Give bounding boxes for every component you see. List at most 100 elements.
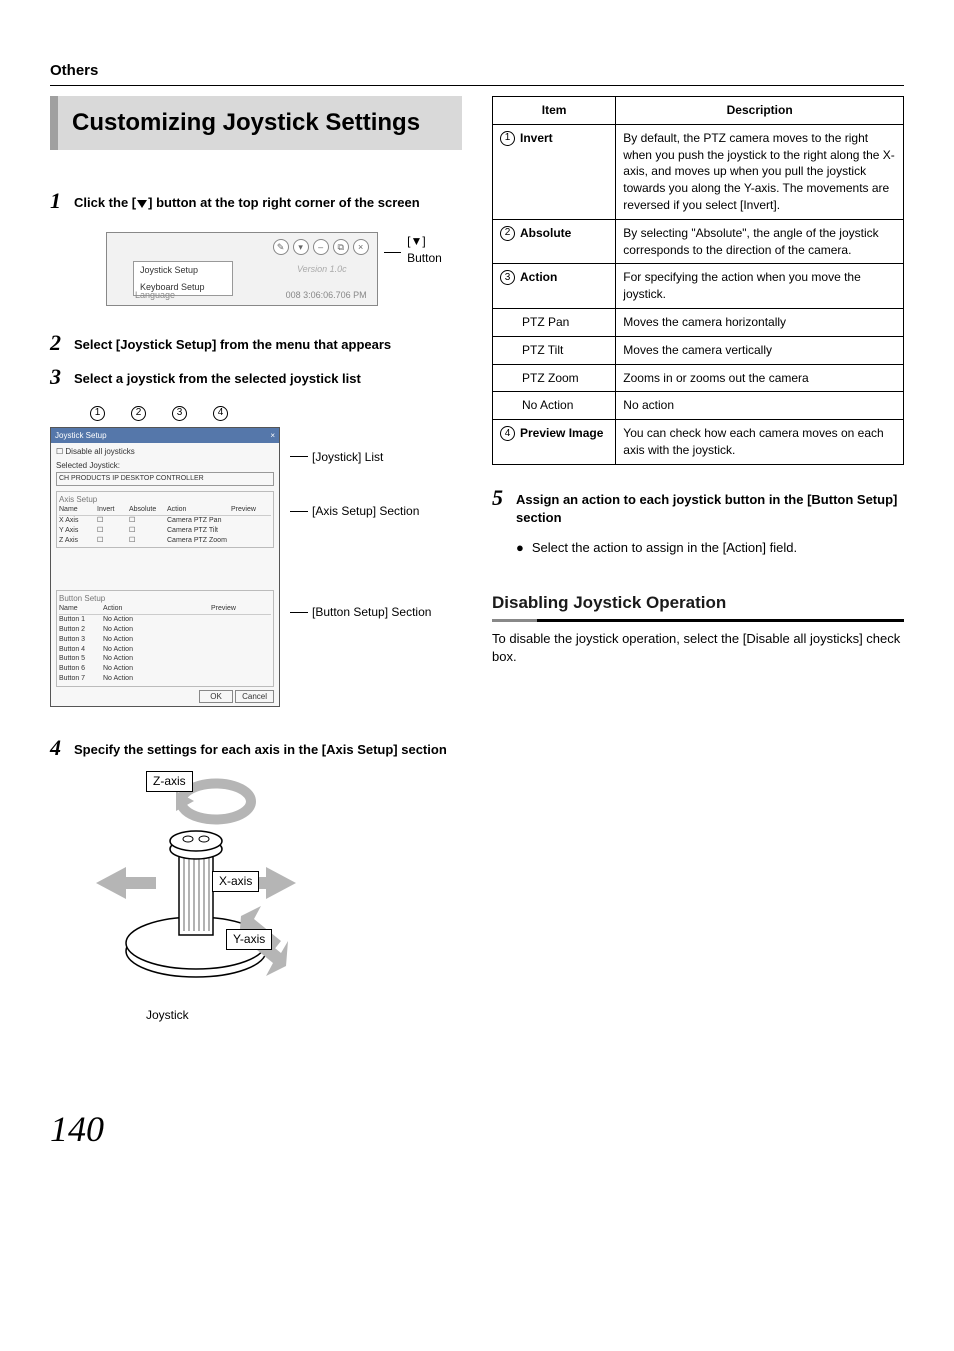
table-header-row: Item Description — [493, 97, 904, 125]
axis-action: Camera PTZ Tilt — [167, 526, 218, 536]
step5-bullet: ● Select the action to assign in the [Ac… — [492, 539, 904, 557]
dialog-screenshot: Joystick Setup × ☐ Disable all joysticks… — [50, 427, 280, 707]
version-label: Version 1.0c — [297, 263, 347, 276]
dialog-row: 1 2 3 4 Joystick Setup × ☐ Disable all j… — [50, 401, 462, 707]
step-text: Select [Joystick Setup] from the menu th… — [74, 332, 391, 354]
screenshot-menu: ✎ ▾ – ⧉ × Joystick Setup Keyboard Setup … — [106, 232, 378, 306]
axis-row: Y Axis — [59, 526, 89, 536]
btn-action: No Action — [103, 615, 133, 625]
dialog-number-markers: 1 2 3 4 — [90, 405, 228, 421]
btn-action: No Action — [103, 645, 133, 655]
item-num: 3 — [500, 270, 515, 285]
sub-item-name: PTZ Pan — [500, 314, 608, 331]
section-header: Others — [50, 60, 904, 86]
pin-icon: ✎ — [273, 239, 289, 255]
axis-action: Camera PTZ Pan — [167, 516, 221, 526]
table-row: 1Invert By default, the PTZ camera moves… — [493, 124, 904, 219]
callout-label: [Joystick] List — [312, 449, 383, 466]
step-5: 5 Assign an action to each joystick butt… — [492, 487, 904, 527]
step-3: 3 Select a joystick from the selected jo… — [50, 366, 462, 388]
joystick-diagram: Z-axis X-axis Y-axis — [86, 771, 346, 1001]
selected-joystick-value: CH PRODUCTS IP DESKTOP CONTROLLER — [56, 472, 274, 486]
btn-row: Button 4 — [59, 645, 95, 655]
y-axis-label: Y-axis — [226, 929, 272, 950]
menu-item: Joystick Setup — [134, 262, 232, 279]
page-title: Customizing Joystick Settings — [50, 96, 462, 150]
heading-rule — [492, 619, 904, 622]
btn-action: No Action — [103, 654, 133, 664]
step1-post: ] button at the top right corner of the … — [148, 195, 420, 210]
bullet-icon: ● — [516, 539, 524, 557]
item-num: 4 — [500, 426, 515, 441]
step-4: 4 Specify the settings for each axis in … — [50, 737, 462, 759]
axis-action: Camera PTZ Zoom — [167, 536, 227, 546]
close-icon: × — [270, 430, 275, 441]
disabling-body: To disable the joystick operation, selec… — [492, 630, 904, 666]
z-axis-label: Z-axis — [146, 771, 193, 792]
item-desc: Moves the camera vertically — [616, 336, 904, 364]
col-header: Absolute — [129, 505, 159, 515]
item-desc: By selecting "Absolute", the angle of th… — [616, 219, 904, 264]
btn-action: No Action — [103, 664, 133, 674]
item-name: Absolute — [520, 225, 571, 242]
btn-action: No Action — [103, 674, 133, 684]
ok-button: OK — [199, 690, 233, 703]
table-row: PTZ Tilt Moves the camera vertically — [493, 336, 904, 364]
dropdown-icon: ▾ — [293, 239, 309, 255]
item-desc: No action — [616, 392, 904, 420]
step-text: Assign an action to each joystick button… — [516, 487, 904, 527]
btn-action: No Action — [103, 625, 133, 635]
page-number: 140 — [50, 1104, 904, 1154]
right-column: Item Description 1Invert By default, the… — [492, 96, 904, 1024]
item-desc: You can check how each camera moves on e… — [616, 420, 904, 465]
header-desc: Description — [616, 97, 904, 125]
step-number: 5 — [492, 487, 508, 509]
cancel-button: Cancel — [235, 690, 274, 703]
table-row: No Action No action — [493, 392, 904, 420]
col-header: Name — [59, 604, 95, 614]
step-2: 2 Select [Joystick Setup] from the menu … — [50, 332, 462, 354]
menu-item: Language — [135, 289, 175, 302]
sub-item-name: No Action — [500, 397, 608, 414]
timestamp: 008 3:06:06.706 PM — [286, 289, 367, 302]
step-text: Click the [] button at the top right cor… — [74, 190, 420, 212]
x-axis-label: X-axis — [212, 871, 259, 892]
col-header: Name — [59, 505, 89, 515]
item-desc: Moves the camera horizontally — [616, 308, 904, 336]
marker-2: 2 — [131, 406, 146, 421]
callout-label: [Button Setup] Section — [312, 604, 431, 621]
col-header: Preview — [211, 604, 236, 614]
axis-row: X Axis — [59, 516, 89, 526]
callout-label: [Axis Setup] Section — [312, 503, 419, 520]
close-icon: × — [353, 239, 369, 255]
col-header: Action — [167, 505, 223, 515]
disabling-heading: Disabling Joystick Operation — [492, 591, 904, 615]
marker-3: 3 — [172, 406, 187, 421]
sub-item-name: PTZ Zoom — [500, 370, 608, 387]
description-table: Item Description 1Invert By default, the… — [492, 96, 904, 465]
down-triangle-icon — [137, 200, 147, 208]
marker-1: 1 — [90, 406, 105, 421]
item-num: 1 — [500, 131, 515, 146]
btn-row: Button 3 — [59, 635, 95, 645]
table-row: PTZ Zoom Zooms in or zooms out the camer… — [493, 364, 904, 392]
item-desc: Zooms in or zooms out the camera — [616, 364, 904, 392]
step-text: Specify the settings for each axis in th… — [74, 737, 447, 759]
btn-row: Button 5 — [59, 654, 95, 664]
axis-row: Z Axis — [59, 536, 89, 546]
table-row: 3Action For specifying the action when y… — [493, 264, 904, 309]
callout-label: [▼] Button — [407, 233, 462, 267]
item-name: Action — [520, 269, 557, 286]
selected-joystick-label: Selected Joystick: — [56, 460, 274, 471]
marker-4: 4 — [213, 406, 228, 421]
col-header: Preview — [231, 505, 256, 515]
sub-item-name: PTZ Tilt — [500, 342, 608, 359]
col-header: Action — [103, 604, 203, 614]
button-section-label: Button Setup — [59, 593, 271, 604]
minimize-icon: – — [313, 239, 329, 255]
step-number: 2 — [50, 332, 66, 354]
table-row: PTZ Pan Moves the camera horizontally — [493, 308, 904, 336]
item-num: 2 — [500, 226, 515, 241]
dialog-titlebar: Joystick Setup × — [51, 428, 279, 443]
header-item: Item — [493, 97, 616, 125]
